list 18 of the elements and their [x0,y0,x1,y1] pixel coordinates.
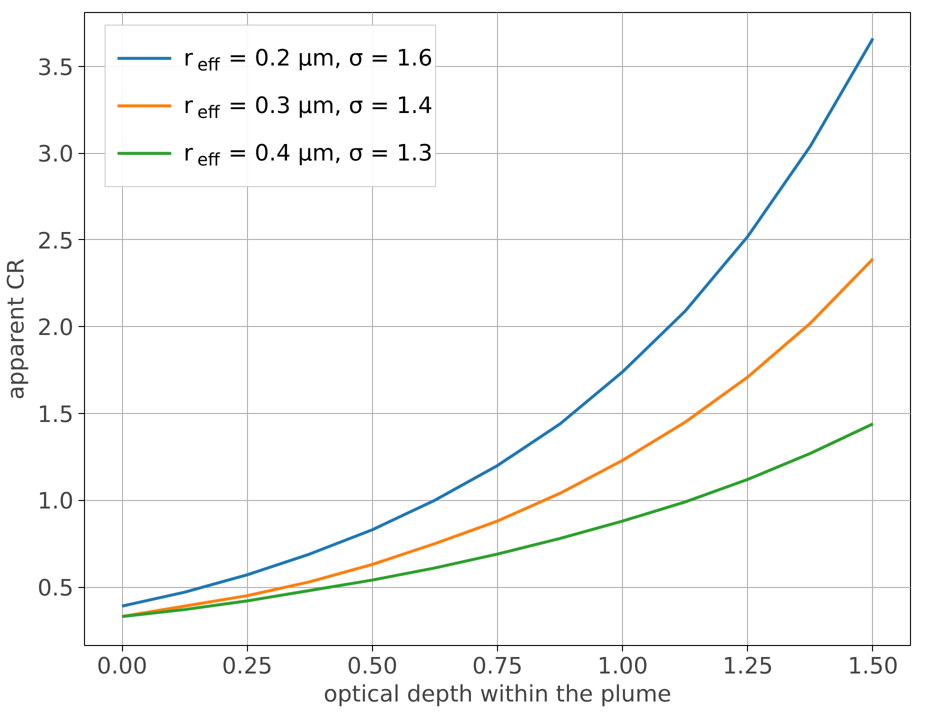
line-series [120,37,874,608]
y-tick-label: 1.0 [37,488,74,515]
y-tick-label: 2.0 [37,315,74,342]
y-axis-title: apparent CR [3,258,30,400]
x-tick-label: 0.50 [347,654,398,680]
x-tick-label: 1.25 [722,654,774,680]
line-series [120,422,874,618]
x-tick-label: 0.00 [96,654,148,680]
x-tick-label: 1.00 [597,654,648,680]
y-tick-label: 2.5 [37,228,74,254]
x-axis-title: optical depth within the plume [324,682,672,708]
x-tick-label: 0.75 [472,654,523,680]
y-tick-label: 3.5 [37,54,74,81]
y-tick-label: 3.0 [37,142,74,168]
x-tick-label: 0.25 [222,654,272,680]
y-tick-label: 1.5 [37,402,74,428]
x-tick-label: 1.50 [848,654,898,680]
y-tick-label: 0.5 [37,576,74,602]
